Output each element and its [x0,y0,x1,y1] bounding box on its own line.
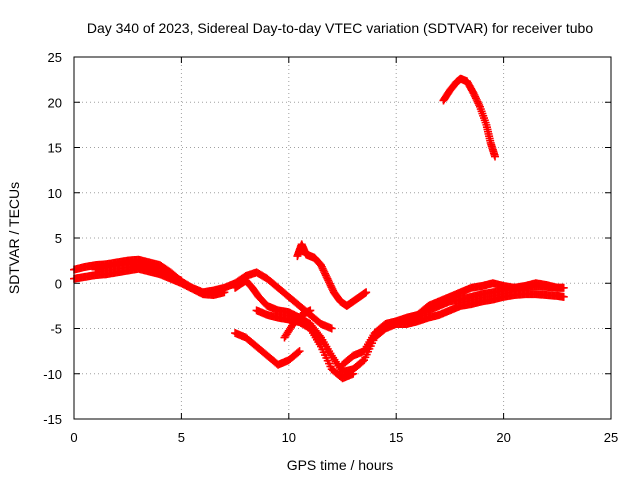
y-tick-label: 0 [55,276,62,291]
x-tick-label: 20 [496,430,510,445]
data-point [362,288,371,297]
x-axis-label: GPS time / hours [287,457,394,473]
series-arc-7 [280,306,315,342]
data-point [475,101,484,110]
y-tick-label: -10 [43,367,62,382]
data-point [294,348,303,357]
x-tick-label: 0 [70,430,77,445]
x-tick-label: 5 [178,430,185,445]
data-point [295,347,304,356]
series-arc-5 [231,329,304,369]
chart-title: Day 340 of 2023, Sidereal Day-to-day VTE… [87,20,594,36]
data-point [553,283,562,292]
y-tick-label: -5 [50,322,62,337]
data-series [70,74,568,383]
series-arc-11 [402,279,562,324]
x-tick-label: 25 [604,430,618,445]
series-arc-10 [349,290,568,374]
grid-lines [74,57,611,419]
series-arc-3 [91,260,186,285]
y-tick-label: 15 [48,141,62,156]
data-point [177,276,186,285]
x-tick-label: 15 [389,430,403,445]
data-point [559,292,568,301]
y-tick-label: 20 [48,95,62,110]
y-tick-label: 10 [48,186,62,201]
y-axis-label: SDTVAR / TECUs [6,182,22,294]
series-arc-8 [293,240,371,310]
data-point [306,306,315,315]
y-tick-label: 25 [48,50,62,65]
x-tick-label: 10 [282,430,296,445]
y-tick-label: -15 [43,412,62,427]
axis-ticks [73,56,612,420]
data-point [491,152,500,161]
data-point [220,288,229,297]
data-point [327,324,336,333]
y-tick-label: 5 [55,231,62,246]
series-arc-12 [439,74,500,161]
